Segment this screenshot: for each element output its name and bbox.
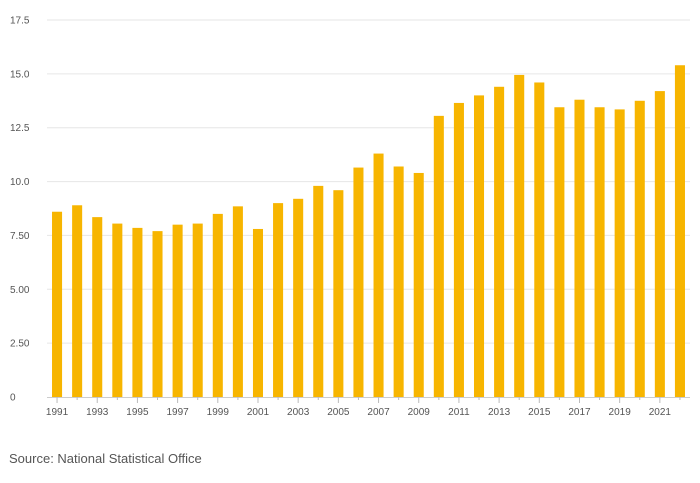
source-note: Source: National Statistical Office xyxy=(9,451,202,466)
bar-2000 xyxy=(232,206,243,397)
x-tick-label: 1991 xyxy=(46,407,69,418)
x-tick-label: 1993 xyxy=(86,407,109,418)
y-tick-label: 2.50 xyxy=(10,339,30,350)
bar-1999 xyxy=(212,213,223,397)
bar-2020 xyxy=(634,100,645,398)
bar-2007 xyxy=(373,153,384,397)
bar-1998 xyxy=(192,223,203,397)
bar-2016 xyxy=(554,107,565,398)
bars xyxy=(52,65,685,398)
bar-2002 xyxy=(273,203,284,397)
bar-1991 xyxy=(52,211,63,397)
bar-2021 xyxy=(654,91,665,397)
x-tick-label: 1999 xyxy=(207,407,230,418)
bar-2003 xyxy=(293,198,304,397)
bar-1993 xyxy=(92,217,103,397)
bar-1997 xyxy=(172,224,183,397)
bar-2001 xyxy=(252,228,264,397)
x-tick-label: 2015 xyxy=(528,407,551,418)
bar-2010 xyxy=(433,115,444,397)
x-tick-label: 2013 xyxy=(488,407,511,418)
x-tick-label: 2001 xyxy=(247,407,270,418)
x-tick-label: 1997 xyxy=(166,407,189,418)
y-tick-label: 12.5 xyxy=(10,123,30,134)
y-tick-label: 10.0 xyxy=(10,177,30,188)
x-tick-label: 2007 xyxy=(367,407,390,418)
y-tick-label: 15.0 xyxy=(10,69,30,80)
bar-1994 xyxy=(112,223,123,397)
bar-1995 xyxy=(132,227,143,397)
x-tick-label: 2019 xyxy=(609,407,632,418)
bar-2012 xyxy=(473,95,485,398)
bar-2006 xyxy=(353,167,364,397)
bar-2004 xyxy=(313,185,324,397)
gridlines xyxy=(47,19,690,344)
bar-2009 xyxy=(413,172,424,397)
x-tick-label: 2011 xyxy=(448,407,470,418)
bar-2017 xyxy=(574,99,585,398)
x-tick-label: 2005 xyxy=(327,407,350,418)
bar-2015 xyxy=(534,82,545,397)
bar-2005 xyxy=(333,190,344,397)
x-tick-label: 2021 xyxy=(649,407,672,418)
bar-2018 xyxy=(594,107,605,398)
bar-2022 xyxy=(674,65,685,398)
bar-2013 xyxy=(494,86,505,397)
y-tick-label: 5.00 xyxy=(10,285,30,296)
y-tick-label: 17.5 xyxy=(10,16,30,27)
bar-2014 xyxy=(514,74,525,397)
bar-2019 xyxy=(614,109,625,397)
bar-2008 xyxy=(393,166,404,397)
x-tick-label: 1995 xyxy=(126,407,149,418)
x-tick-label: 2003 xyxy=(287,407,310,418)
y-tick-label: 0 xyxy=(10,393,16,404)
bar-2011 xyxy=(453,102,464,397)
y-tick-label: 7.50 xyxy=(10,231,30,242)
bar-1996 xyxy=(152,231,163,397)
x-tick-label: 2017 xyxy=(568,407,591,418)
y-axis: 0 2.50 5.00 7.50 10.0 12.5 15.0 17.5 xyxy=(10,16,30,404)
bar-1992 xyxy=(72,205,83,397)
x-axis: 1991 1993 1995 1997 1999 2001 2003 2005 2007 2009… xyxy=(46,397,690,418)
x-tick-label: 2009 xyxy=(408,407,431,418)
